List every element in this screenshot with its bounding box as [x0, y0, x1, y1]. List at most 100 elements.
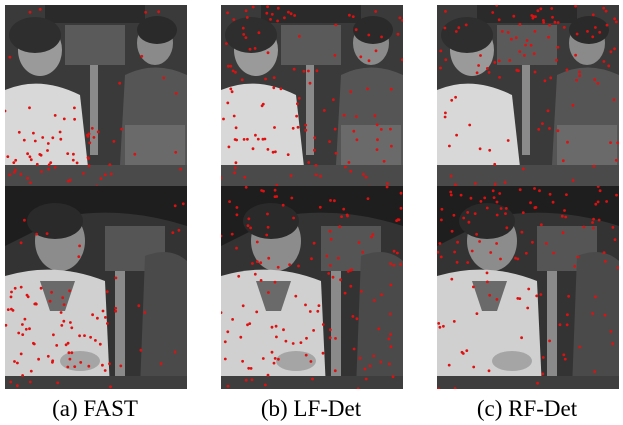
keypoint: [26, 152, 29, 156]
keypoint: [342, 207, 346, 211]
keypoint: [373, 114, 377, 118]
keypoint: [495, 5, 499, 7]
keypoint: [177, 228, 181, 232]
keypoint: [450, 98, 454, 102]
keypoint: [602, 6, 606, 10]
keypoint: [389, 283, 393, 287]
keypoint: [281, 203, 285, 207]
keypoint: [614, 20, 618, 24]
keypoint: [499, 257, 502, 261]
keypoint: [524, 251, 528, 255]
keypoint: [398, 16, 402, 20]
keypoint: [316, 309, 320, 313]
keypoint: [613, 238, 617, 241]
keypoint: [26, 176, 30, 180]
keypoint: [82, 172, 85, 175]
keypoint: [532, 52, 536, 56]
keypoint: [304, 123, 308, 127]
keypoint: [611, 342, 614, 346]
keypoint: [83, 334, 86, 337]
keypoint: [313, 136, 317, 140]
keypoint: [32, 131, 35, 135]
keypoint: [291, 126, 295, 130]
keypoint: [162, 76, 166, 80]
keypoint: [603, 313, 607, 317]
keypoint: [387, 337, 391, 341]
keypoint: [556, 21, 560, 24]
keypoint: [173, 350, 177, 354]
keypoint: [273, 195, 277, 198]
keypoint: [340, 215, 343, 218]
keypoint: [457, 26, 461, 30]
keypoint: [250, 378, 254, 382]
keypoint: [602, 251, 606, 255]
keypoint: [255, 260, 259, 263]
keypoint: [586, 30, 589, 33]
keypoint: [78, 244, 81, 248]
keypoint: [62, 303, 66, 306]
keypoint: [351, 315, 355, 318]
keypoint: [614, 158, 618, 162]
keypoint: [352, 129, 356, 133]
keypoint: [592, 217, 595, 221]
keypoint: [562, 26, 566, 29]
keypoint: [273, 188, 277, 192]
keypoint: [226, 384, 230, 388]
keypoint: [396, 32, 400, 36]
keypoint: [235, 206, 239, 209]
keypoint: [234, 166, 237, 170]
keypoint: [349, 90, 353, 94]
keypoint: [533, 70, 537, 74]
keypoint: [368, 364, 372, 368]
keypoint: [223, 357, 227, 361]
keypoint: [266, 373, 270, 377]
keypoint: [221, 234, 223, 238]
keypoint: [246, 137, 249, 141]
keypoint: [390, 144, 393, 148]
keypoint: [304, 128, 308, 132]
keypoint: [309, 360, 313, 363]
keypoint: [90, 126, 94, 130]
keypoint: [333, 369, 337, 373]
keypoint: [331, 275, 335, 279]
image-panel-lfdet-bottom: [221, 186, 403, 389]
keypoint: [244, 36, 248, 39]
keypoint: [310, 257, 313, 261]
keypoint: [529, 43, 533, 47]
keypoint: [550, 7, 554, 10]
keypoint: [263, 137, 267, 141]
keypoint: [566, 313, 569, 317]
keypoint: [561, 159, 565, 163]
keypoint: [229, 64, 233, 68]
keypoint: [229, 87, 233, 91]
keypoint: [9, 295, 13, 299]
keypoint: [304, 303, 307, 307]
keypoint: [35, 232, 38, 236]
keypoint: [140, 54, 144, 58]
photo-fast-top: [5, 5, 187, 208]
keypoint: [523, 54, 526, 57]
keypoint: [464, 23, 468, 27]
keypoint: [270, 325, 274, 329]
keypoint: [275, 335, 278, 339]
keypoint: [179, 167, 182, 171]
keypoint: [173, 204, 177, 208]
keypoint: [68, 357, 72, 361]
keypoint: [478, 147, 482, 151]
keypoint: [533, 30, 537, 33]
keypoint: [313, 148, 316, 152]
keypoint: [518, 297, 522, 300]
keypoint: [234, 161, 238, 165]
keypoint: [529, 201, 532, 205]
keypoint: [58, 130, 62, 134]
keypoint: [566, 140, 569, 144]
keypoint: [472, 365, 476, 369]
keypoint: [518, 22, 522, 26]
keypoint: [355, 317, 359, 321]
keypoint: [8, 173, 12, 177]
keypoint: [17, 130, 21, 134]
keypoint: [525, 39, 529, 42]
keypoint: [230, 232, 234, 236]
keypoint: [332, 98, 335, 102]
keypoint: [364, 175, 368, 179]
